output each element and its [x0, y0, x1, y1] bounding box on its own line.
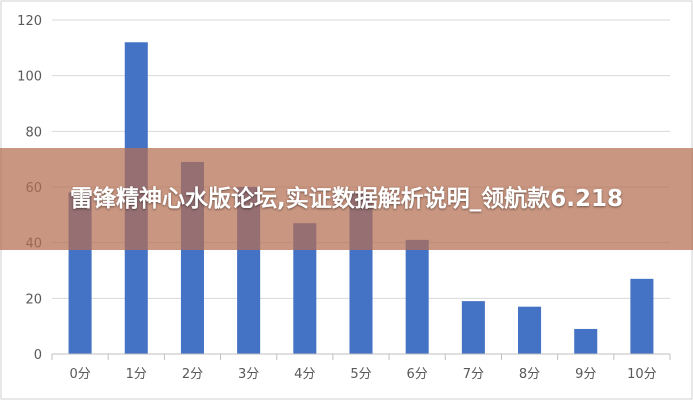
x-tick-label: 4分: [294, 367, 315, 382]
bar: [405, 239, 429, 354]
bar: [293, 223, 317, 354]
bar: [518, 306, 542, 354]
title-banner: 雷锋精神心水版论坛,实证数据解析说明_领航款6.218: [0, 148, 693, 250]
x-tick-label: 2分: [182, 367, 203, 382]
banner-text: 雷锋精神心水版论坛,实证数据解析说明_领航款6.218: [70, 186, 623, 212]
bar: [461, 301, 485, 354]
bar: [574, 328, 598, 354]
x-tick-label: 1分: [126, 367, 147, 382]
y-tick-label: 0: [34, 348, 42, 363]
x-tick-label: 10分: [627, 367, 657, 382]
y-tick-label: 80: [25, 125, 42, 140]
axes: 0204060801001200分1分2分3分4分5分6分7分8分9分10分: [17, 14, 671, 382]
x-tick-label: 9分: [575, 367, 596, 382]
y-tick-label: 100: [17, 70, 42, 85]
x-tick-label: 6分: [407, 367, 428, 382]
x-tick-label: 3分: [238, 367, 259, 382]
x-tick-label: 7分: [463, 367, 484, 382]
x-tick-label: 8分: [519, 367, 540, 382]
bar: [630, 278, 654, 354]
y-tick-label: 120: [17, 14, 42, 29]
x-tick-label: 5分: [350, 367, 371, 382]
y-tick-label: 20: [25, 292, 42, 307]
x-tick-label: 0分: [69, 367, 90, 382]
